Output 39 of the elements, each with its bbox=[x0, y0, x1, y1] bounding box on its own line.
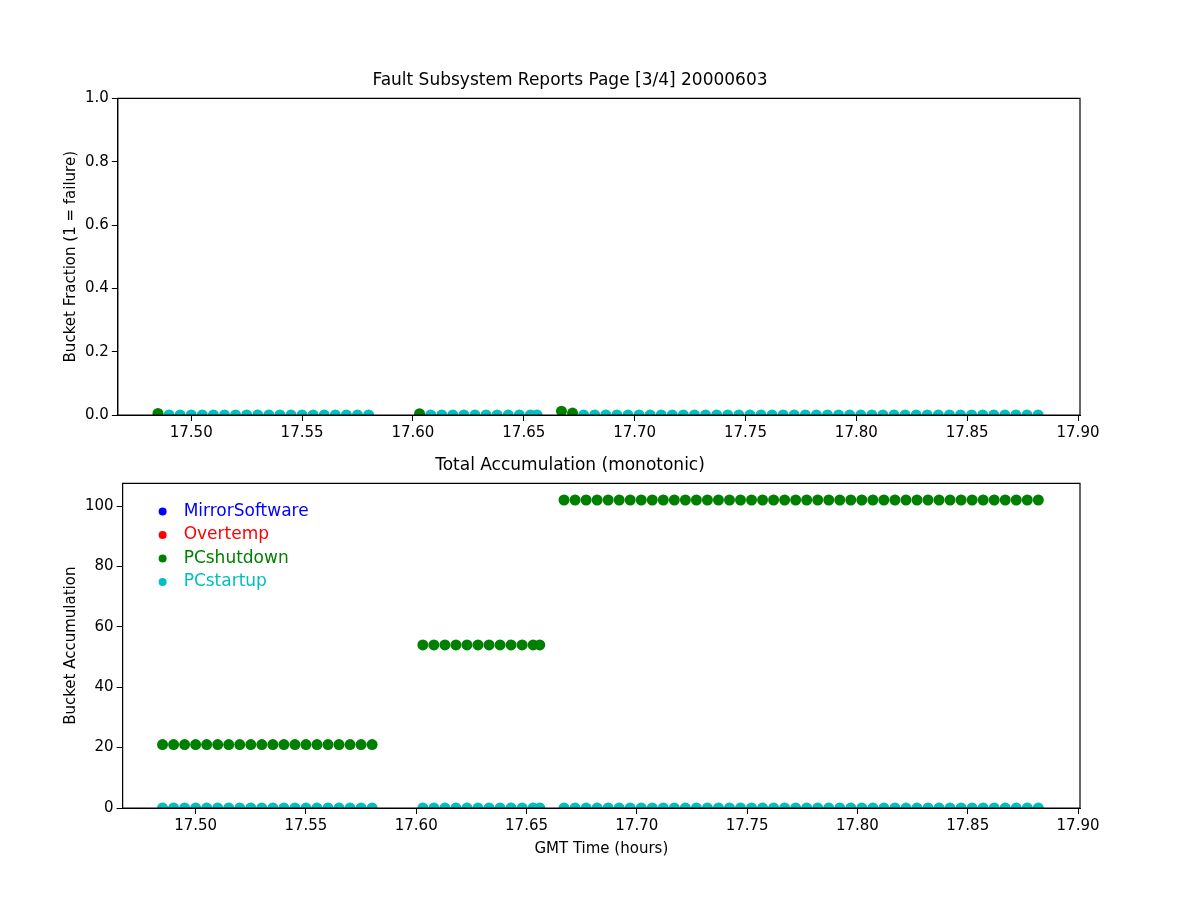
chart-title: Fault Subsystem Reports Page [3/4] 20000603 bbox=[372, 68, 768, 89]
y-tick-label: 80 bbox=[94, 556, 114, 575]
x-tick-label: 17.90 bbox=[1056, 422, 1100, 441]
y-tick-label: 60 bbox=[94, 616, 114, 635]
x-tick-label: 17.75 bbox=[723, 422, 767, 441]
y-tick-label: 20 bbox=[94, 737, 114, 756]
x-tick-label: 17.85 bbox=[946, 815, 990, 834]
legend-label: MirrorSoftware bbox=[183, 499, 309, 520]
x-tick-label: 17.55 bbox=[284, 815, 328, 834]
legend-label: Overtemp bbox=[183, 523, 270, 544]
x-tick-label: 17.65 bbox=[505, 815, 549, 834]
x-tick-label: 17.85 bbox=[945, 422, 989, 441]
y-tick-label: 40 bbox=[94, 677, 114, 696]
y-tick-label: 0.2 bbox=[85, 341, 109, 360]
y-tick-label: 0 bbox=[104, 797, 114, 816]
x-tick-label: 17.55 bbox=[280, 422, 324, 441]
x-tick-label: 17.80 bbox=[834, 422, 878, 441]
y-tick-label: 0.0 bbox=[85, 404, 109, 423]
y-tick-label: 0.8 bbox=[85, 151, 109, 170]
x-tick-label: 17.70 bbox=[613, 422, 657, 441]
x-tick-label: 17.60 bbox=[391, 422, 435, 441]
x-tick-label: 17.75 bbox=[725, 815, 769, 834]
x-tick-label: 17.80 bbox=[835, 815, 879, 834]
x-tick-label: 17.50 bbox=[169, 422, 213, 441]
y-tick-label: 0.4 bbox=[85, 278, 109, 297]
y-tick-label: 0.6 bbox=[85, 214, 109, 233]
x-tick-label: 17.70 bbox=[615, 815, 659, 834]
y-axis-title: Bucket Accumulation bbox=[60, 566, 79, 725]
x-axis-title: GMT Time (hours) bbox=[534, 838, 669, 857]
x-tick-label: 17.90 bbox=[1056, 815, 1100, 834]
y-tick-label: 1.0 bbox=[85, 88, 109, 107]
chart-title: Total Accumulation (monotonic) bbox=[434, 453, 705, 474]
x-tick-label: 17.60 bbox=[394, 815, 438, 834]
x-tick-label: 17.65 bbox=[502, 422, 546, 441]
y-axis-title: Bucket Fraction (1 = failure) bbox=[60, 150, 79, 363]
y-tick-label: 100 bbox=[84, 495, 114, 514]
x-tick-label: 17.50 bbox=[174, 815, 218, 834]
legend-label: PCshutdown bbox=[183, 546, 289, 567]
legend-label: PCstartup bbox=[183, 570, 267, 591]
